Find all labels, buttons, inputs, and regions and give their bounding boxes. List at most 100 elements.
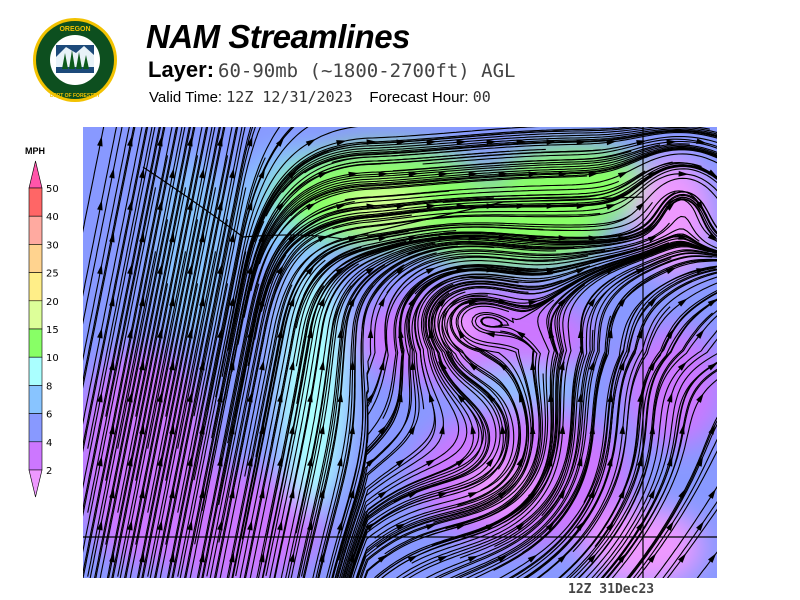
streamline xyxy=(105,127,177,481)
streamline-arrow xyxy=(217,200,223,211)
streamline xyxy=(344,153,717,201)
streamline xyxy=(196,203,311,578)
streamline xyxy=(382,233,717,419)
streamline xyxy=(348,284,564,578)
streamline-arrow xyxy=(217,328,223,339)
streamline-arrow xyxy=(157,136,163,147)
streamline xyxy=(83,127,123,325)
streamline xyxy=(583,266,717,503)
streamline-arrow xyxy=(484,331,496,338)
streamline-arrow xyxy=(318,296,326,307)
streamline-arrow xyxy=(618,236,629,242)
streamline-arrow xyxy=(425,267,437,275)
streamline xyxy=(332,168,717,230)
streamline xyxy=(99,127,192,578)
streamline-arrow xyxy=(617,171,629,179)
streamline xyxy=(591,338,717,578)
streamline xyxy=(94,127,186,578)
streamline-arrow xyxy=(127,136,133,147)
streamline xyxy=(342,283,468,578)
legend-band xyxy=(28,413,43,443)
streamline-arrow xyxy=(708,488,716,499)
streamline-arrow xyxy=(408,424,416,435)
streamline xyxy=(165,127,237,481)
streamline xyxy=(595,353,717,578)
streamline-arrow xyxy=(440,360,447,371)
streamline xyxy=(381,164,717,217)
streamline-arrow xyxy=(455,458,466,467)
legend-band xyxy=(28,385,43,414)
legend-band xyxy=(28,300,43,330)
streamline xyxy=(193,127,256,417)
streamline-arrow xyxy=(396,139,407,146)
streamline xyxy=(459,249,717,559)
streamline xyxy=(493,259,717,571)
streamline-arrow xyxy=(246,136,253,147)
streamline xyxy=(166,187,247,578)
streamline-arrow xyxy=(127,392,133,403)
streamline xyxy=(364,299,555,578)
streamline xyxy=(414,173,717,222)
streamline-arrow xyxy=(636,456,643,467)
streamline xyxy=(232,230,409,578)
streamline xyxy=(414,236,717,295)
streamline xyxy=(250,145,717,292)
streamline-arrow xyxy=(707,298,717,307)
streamline-arrow xyxy=(605,267,617,275)
streamline-arrow xyxy=(648,488,656,499)
streamline xyxy=(386,215,717,294)
streamline-arrow xyxy=(349,359,356,371)
streamline xyxy=(159,127,254,578)
streamline-arrow xyxy=(305,138,316,147)
streamline-map xyxy=(83,127,717,578)
legend-band xyxy=(28,244,43,273)
streamline xyxy=(355,299,544,578)
streamline-arrow xyxy=(305,202,316,211)
streamline-arrow xyxy=(438,171,449,178)
legend-max-arrow xyxy=(28,160,43,189)
streamline-arrow xyxy=(97,456,103,467)
streamline-arrow xyxy=(577,327,584,338)
layer-label: Layer: xyxy=(148,57,215,82)
streamline xyxy=(165,127,252,545)
streamline-arrow xyxy=(365,266,376,275)
streamline-arrow xyxy=(665,201,676,211)
forecast-hour-value: 00 xyxy=(472,88,491,106)
streamline-arrow xyxy=(348,236,359,242)
streamline-arrow xyxy=(395,266,406,275)
streamline-arrow xyxy=(666,139,677,146)
streamline-arrow xyxy=(97,328,103,339)
streamline-arrow xyxy=(348,171,359,178)
streamline xyxy=(290,148,717,217)
streamline-arrow xyxy=(558,171,569,177)
streamline-arrow xyxy=(395,523,407,531)
streamline xyxy=(117,127,209,577)
streamline-arrow xyxy=(467,491,479,499)
streamline-arrow xyxy=(546,456,553,467)
streamline xyxy=(83,127,117,297)
legend-tick-label: 4 xyxy=(46,438,52,449)
streamline-arrow xyxy=(515,330,526,339)
streamline xyxy=(83,127,147,448)
streamline xyxy=(518,244,717,510)
streamline-arrow xyxy=(187,392,193,403)
streamline-arrow xyxy=(695,329,705,339)
streamline xyxy=(154,127,246,578)
legend-min-arrow xyxy=(28,469,43,498)
streamline-arrow xyxy=(635,201,645,211)
streamline-arrow xyxy=(426,139,437,146)
streamline xyxy=(172,157,266,578)
streamline-arrow xyxy=(559,423,566,435)
streamline xyxy=(572,282,717,553)
streamline xyxy=(585,329,717,578)
legend-tick-label: 40 xyxy=(46,212,59,223)
streamline xyxy=(526,272,717,578)
streamline xyxy=(168,283,229,578)
streamline-arrow xyxy=(606,139,617,146)
streamline xyxy=(226,233,369,578)
legend-tick-label: 15 xyxy=(46,325,59,336)
legend-tick-label: 8 xyxy=(46,381,52,392)
streamline xyxy=(340,278,519,578)
streamline xyxy=(443,190,717,238)
